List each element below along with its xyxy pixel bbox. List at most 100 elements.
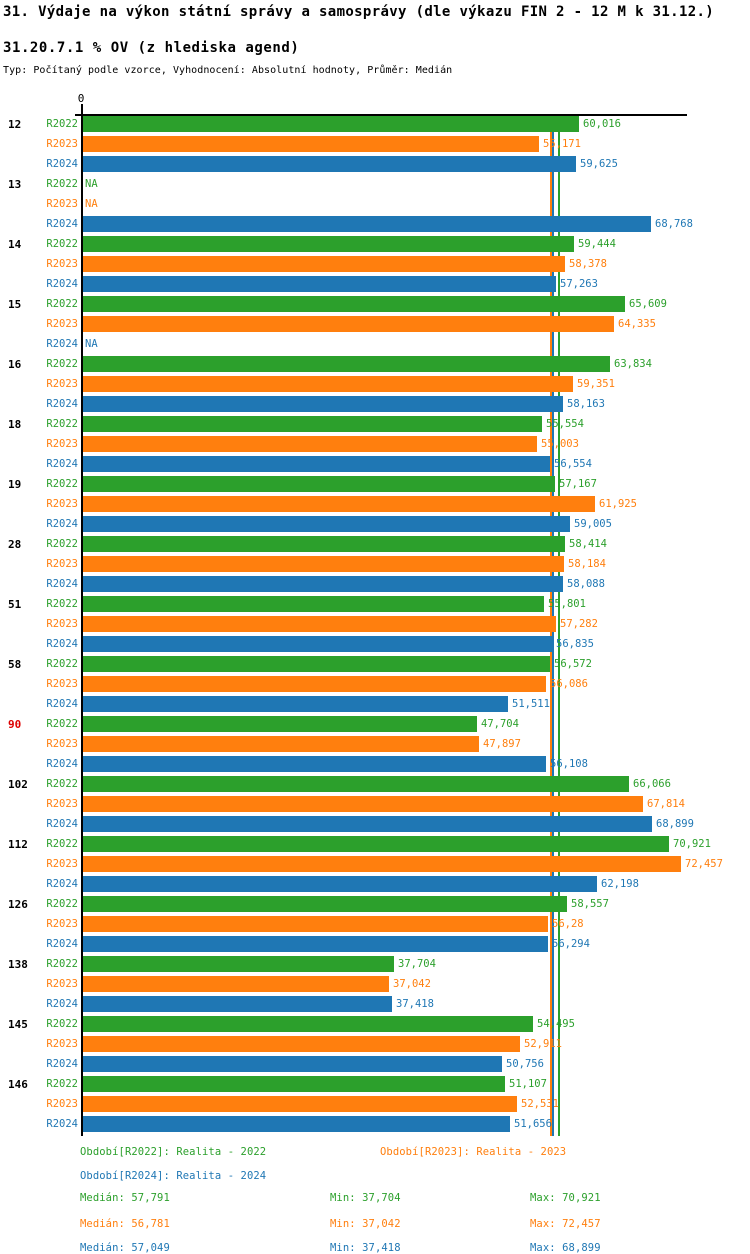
series-tick-label: R2022 [46, 958, 78, 970]
group-label-146: 146 [8, 1078, 28, 1091]
stat-min-r2022: Min: 37,704 [330, 1192, 401, 1204]
value-label: 37,704 [398, 958, 436, 970]
bar-126-R2023 [83, 916, 548, 932]
bar-13-R2024 [83, 216, 651, 232]
bar-58-R2023 [83, 676, 546, 692]
value-label: 51,656 [514, 1118, 552, 1130]
bar-145-R2022 [83, 1016, 533, 1032]
bar-18-R2024 [83, 456, 550, 472]
series-tick-label: R2024 [46, 878, 78, 890]
bar-146-R2024 [83, 1116, 510, 1132]
bar-51-R2024 [83, 636, 552, 652]
value-label: 70,921 [673, 838, 711, 850]
group-label-14: 14 [8, 238, 22, 251]
series-tick-label: R2023 [46, 258, 78, 270]
series-tick-label: R2024 [46, 1118, 78, 1130]
page-title: 31. Výdaje na výkon státní správy a samo… [3, 4, 715, 20]
value-label: 37,418 [396, 998, 434, 1010]
series-tick-label: R2022 [46, 718, 78, 730]
bar-28-R2022 [83, 536, 565, 552]
value-label: 56,086 [550, 678, 588, 690]
axis-top-line [75, 114, 687, 116]
bar-102-R2023 [83, 796, 643, 812]
value-label: 55,801 [548, 598, 586, 610]
value-label: 56,554 [554, 458, 592, 470]
value-label: 68,899 [656, 818, 694, 830]
bar-112-R2023 [83, 856, 681, 872]
value-label: 58,088 [567, 578, 605, 590]
bar-138-R2024 [83, 996, 392, 1012]
series-tick-label: R2024 [46, 218, 78, 230]
value-label: 67,814 [647, 798, 685, 810]
bar-16-R2022 [83, 356, 610, 372]
value-label: 59,005 [574, 518, 612, 530]
series-tick-label: R2024 [46, 458, 78, 470]
bar-51-R2022 [83, 596, 544, 612]
series-tick-label: R2024 [46, 338, 78, 350]
series-tick-label: R2022 [46, 838, 78, 850]
bar-15-R2022 [83, 296, 625, 312]
group-label-13: 13 [8, 178, 22, 191]
bar-146-R2022 [83, 1076, 505, 1092]
bar-102-R2024 [83, 816, 652, 832]
bar-19-R2022 [83, 476, 555, 492]
value-label: 59,351 [577, 378, 615, 390]
bar-18-R2022 [83, 416, 542, 432]
bar-12-R2023 [83, 136, 539, 152]
na-label: NA [85, 178, 98, 190]
bar-126-R2022 [83, 896, 567, 912]
group-label-16: 16 [8, 358, 22, 371]
series-tick-label: R2023 [46, 1098, 78, 1110]
series-tick-label: R2023 [46, 738, 78, 750]
bar-19-R2024 [83, 516, 570, 532]
value-label: 52,911 [524, 1038, 562, 1050]
axis-left-line [81, 104, 83, 1136]
series-tick-label: R2022 [46, 238, 78, 250]
stat-median-r2023: Medián: 56,781 [80, 1218, 170, 1230]
bar-16-R2023 [83, 376, 573, 392]
bar-15-R2023 [83, 316, 614, 332]
value-label: 51,107 [509, 1078, 547, 1090]
value-label: 52,531 [521, 1098, 559, 1110]
series-tick-label: R2022 [46, 358, 78, 370]
value-label: 47,897 [483, 738, 521, 750]
bar-12-R2024 [83, 156, 576, 172]
group-label-19: 19 [8, 478, 22, 491]
series-tick-label: R2024 [46, 998, 78, 1010]
stat-median-r2022: Medián: 57,791 [80, 1192, 170, 1204]
group-label-112: 112 [8, 838, 28, 851]
series-tick-label: R2023 [46, 1038, 78, 1050]
series-tick-label: R2023 [46, 318, 78, 330]
bar-12-R2022 [83, 116, 579, 132]
group-label-126: 126 [8, 898, 28, 911]
na-label: NA [85, 338, 98, 350]
series-tick-label: R2022 [46, 778, 78, 790]
value-label: 56,294 [552, 938, 590, 950]
series-tick-label: R2022 [46, 418, 78, 430]
bar-58-R2024 [83, 696, 508, 712]
grouped-bar-chart: 0 12 R2022 60,016 R2023 55,171 R2024 59,625 13 R… [8, 92, 723, 1136]
series-tick-label: R2023 [46, 438, 78, 450]
value-label: 59,625 [580, 158, 618, 170]
value-label: 37,042 [393, 978, 431, 990]
legend-period-r2022: Období[R2022]: Realita - 2022 [80, 1146, 267, 1158]
legend-period-r2023: Období[R2023]: Realita - 2023 [380, 1146, 567, 1158]
series-tick-label: R2024 [46, 398, 78, 410]
bar-112-R2024 [83, 876, 597, 892]
series-tick-label: R2023 [46, 138, 78, 150]
series-tick-label: R2023 [46, 498, 78, 510]
value-label: 55,003 [541, 438, 579, 450]
group-label-145: 145 [8, 1018, 28, 1031]
na-label: NA [85, 198, 98, 210]
value-label: 55,171 [543, 138, 581, 150]
median-line-R2022 [558, 115, 560, 1136]
bar-90-R2024 [83, 756, 546, 772]
value-label: 50,756 [506, 1058, 544, 1070]
value-label: 58,184 [568, 558, 606, 570]
series-tick-label: R2022 [46, 1018, 78, 1030]
bar-28-R2023 [83, 556, 564, 572]
value-label: 59,444 [578, 238, 616, 250]
value-label: 64,335 [618, 318, 656, 330]
series-tick-label: R2022 [46, 178, 78, 190]
